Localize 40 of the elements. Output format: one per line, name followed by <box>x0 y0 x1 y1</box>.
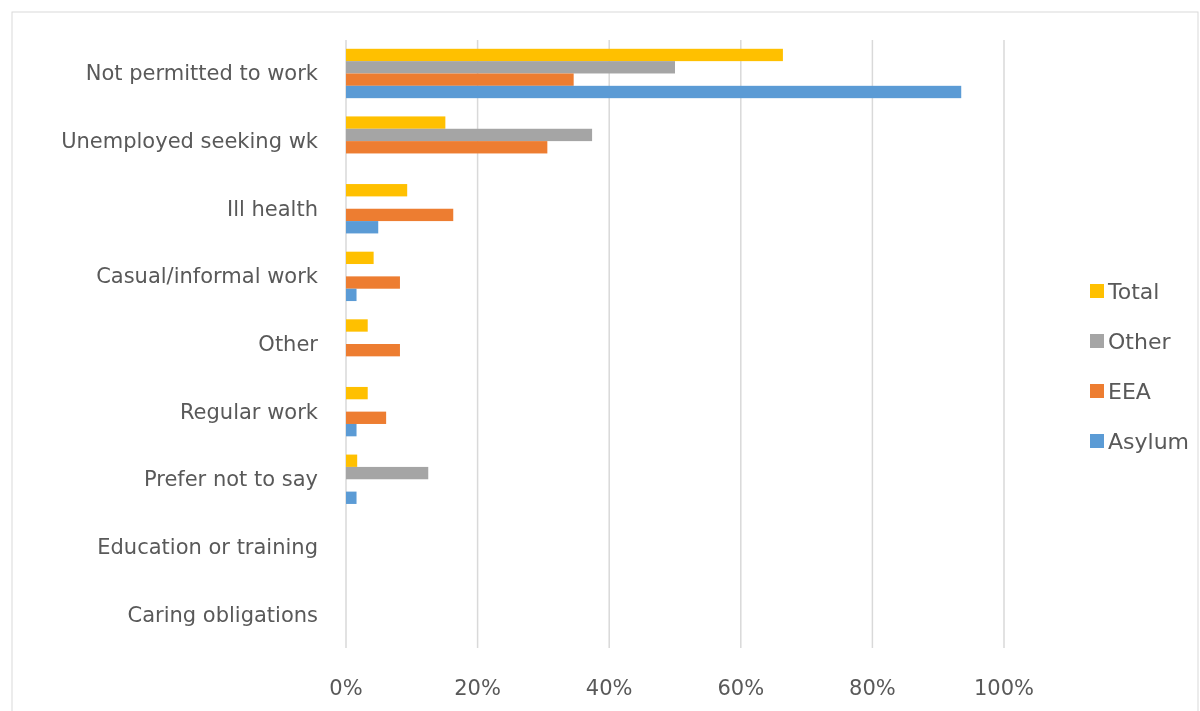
y-tick-label: Unemployed seeking wk <box>61 129 319 154</box>
x-tick-label: 40% <box>585 676 633 700</box>
bar <box>346 184 408 197</box>
bar <box>346 251 374 265</box>
bar <box>346 61 675 74</box>
bar <box>346 73 574 86</box>
bar <box>346 48 783 62</box>
bar <box>346 221 379 234</box>
legend-label: Other <box>1108 329 1172 354</box>
bar <box>346 411 387 424</box>
bar <box>346 141 548 154</box>
bar <box>346 128 593 142</box>
y-tick-label: Education or training <box>97 534 318 559</box>
y-tick-label: Ill health <box>226 196 318 221</box>
bar <box>346 454 358 467</box>
y-tick-label: Caring obligations <box>127 602 318 627</box>
bar <box>346 319 368 332</box>
bar <box>346 491 357 504</box>
legend-label: EEA <box>1108 379 1151 404</box>
bar <box>346 208 454 222</box>
x-tick-label: 100% <box>973 676 1035 700</box>
bar <box>346 85 962 99</box>
x-tick-label: 20% <box>454 676 501 700</box>
x-tick-label: 0% <box>329 676 363 700</box>
x-tick-label: 80% <box>849 676 896 700</box>
legend-label: Asylum <box>1108 429 1190 454</box>
bar <box>346 288 357 302</box>
x-tick-label: 60% <box>717 676 765 700</box>
bar <box>346 466 429 480</box>
bar <box>346 276 400 289</box>
y-tick-label: Casual/informal work <box>96 264 319 289</box>
bar <box>346 423 357 437</box>
y-tick-label: Not permitted to work <box>85 61 319 86</box>
bar <box>346 344 400 357</box>
y-tick-label: Regular work <box>179 399 319 424</box>
legend-label: Total <box>1107 279 1160 304</box>
bar <box>346 116 446 129</box>
y-tick-label: Other <box>258 332 319 356</box>
y-tick-label: Prefer not to say <box>143 467 318 492</box>
bar <box>346 386 368 400</box>
